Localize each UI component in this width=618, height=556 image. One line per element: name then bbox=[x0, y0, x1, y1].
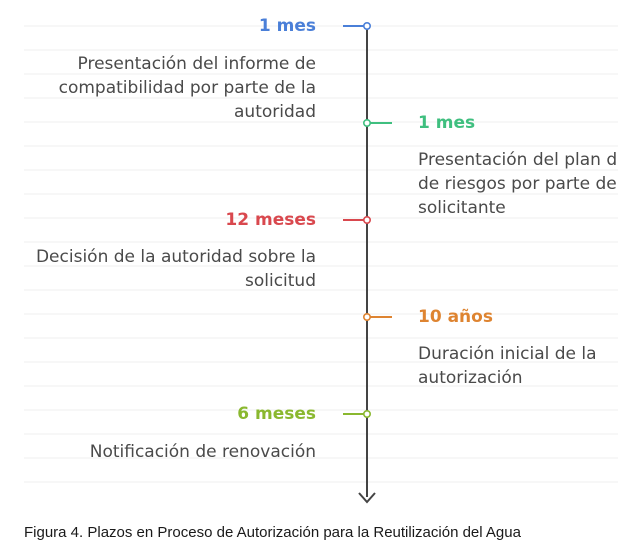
background-grid bbox=[24, 25, 618, 483]
event-description-line: autorización bbox=[418, 368, 523, 388]
event-description-line: solicitante bbox=[418, 198, 506, 218]
event-description: Notificación de renovación bbox=[90, 440, 316, 464]
figure-caption: Figura 4. Plazos en Proceso de Autorizac… bbox=[24, 524, 521, 541]
event-description-line: solicitud bbox=[244, 271, 316, 291]
timeline-arrow-down-icon bbox=[358, 492, 376, 504]
event-node bbox=[362, 216, 371, 225]
event-description: Decisión de la autoridad sobre la solicit… bbox=[36, 245, 316, 293]
event-node bbox=[362, 119, 371, 128]
event-description-line: Decisión de la autoridad sobre la bbox=[35, 247, 316, 267]
event-description-line: Notificación de renovación bbox=[89, 442, 316, 462]
event-node bbox=[362, 409, 371, 418]
event-description: Presentación del plan de de riesgos por p… bbox=[418, 148, 618, 220]
event-description: Duración inicial de la autorización bbox=[418, 342, 618, 390]
event-duration-label: 1 mes bbox=[258, 16, 316, 36]
event-duration-label: 1 mes bbox=[418, 113, 476, 133]
event-node bbox=[362, 312, 371, 321]
event-node bbox=[362, 21, 371, 30]
event-duration-label: 6 meses bbox=[237, 404, 316, 424]
event-duration-label: 12 meses bbox=[225, 210, 316, 230]
timeline-diagram bbox=[24, 21, 618, 504]
event-description-line: Presentación del plan de bbox=[418, 150, 618, 170]
event-description-line: autoridad bbox=[234, 102, 316, 122]
event-duration-label: 10 años bbox=[418, 307, 493, 327]
event-description-line: de riesgos por parte de bbox=[418, 174, 617, 194]
event-connectors bbox=[343, 21, 392, 418]
event-description-line: Duración inicial de la bbox=[418, 344, 597, 364]
event-description: Presentación del informe de compatibilida… bbox=[59, 52, 316, 124]
event-description-line: Presentación del informe de bbox=[77, 54, 316, 74]
event-description-line: compatibilidad por parte de la bbox=[58, 78, 316, 98]
